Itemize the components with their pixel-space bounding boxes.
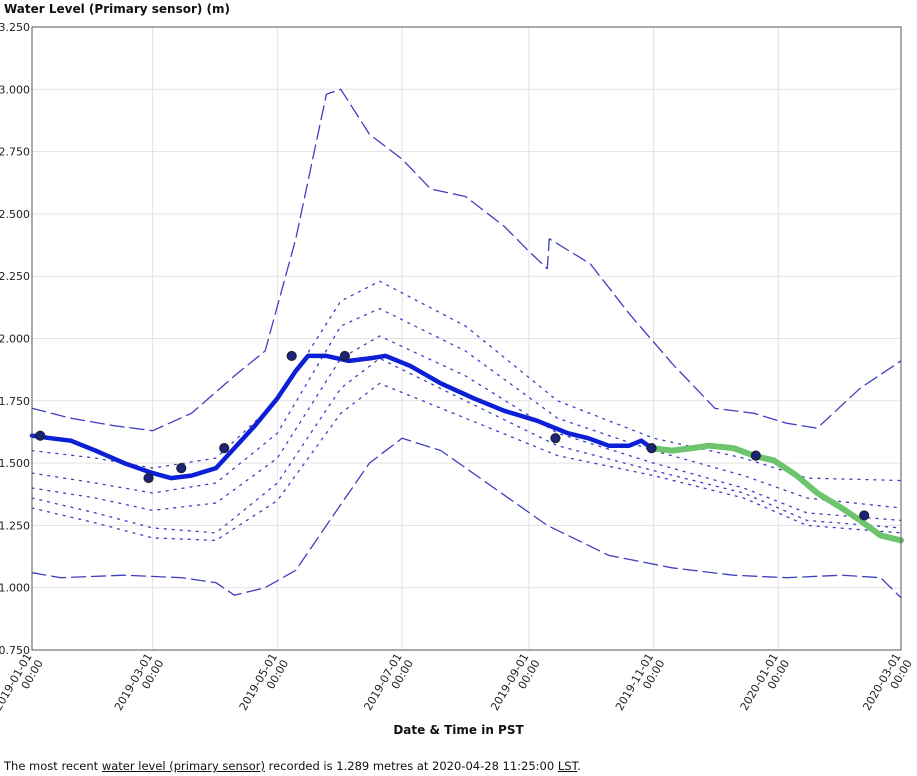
percentile-band-line bbox=[31, 382, 902, 542]
lst-link[interactable]: LST bbox=[557, 759, 578, 773]
observation-point bbox=[646, 443, 657, 454]
observation-point bbox=[550, 433, 561, 444]
grid-lines bbox=[31, 26, 902, 651]
water-level-line bbox=[29, 353, 654, 481]
footnote-middle: recorded is 1.289 metres at 2020-04-28 1… bbox=[265, 759, 558, 773]
y-tick-label: 3.250 bbox=[0, 21, 30, 34]
y-tick-labels: 0.750 1.000 1.250 1.500 1.750 2.000 2.250 2.500… bbox=[0, 21, 30, 657]
extreme-band-line bbox=[31, 88, 902, 432]
observation-point bbox=[286, 350, 297, 362]
footnote-suffix: . bbox=[577, 759, 581, 773]
percentile-band-line bbox=[31, 307, 902, 509]
y-axis-label: Water Level (Primary sensor) (m) bbox=[4, 2, 231, 16]
current-water-level-line bbox=[648, 442, 904, 544]
y-tick-label: 2.250 bbox=[0, 270, 30, 283]
y-tick-label: 0.750 bbox=[0, 644, 30, 657]
observation-point bbox=[750, 450, 761, 461]
y-tick-label: 2.500 bbox=[0, 208, 30, 221]
footnote: The most recent water level (primary sen… bbox=[4, 759, 581, 773]
observation-point bbox=[176, 462, 187, 474]
water-level-link[interactable]: water level (primary sensor) bbox=[101, 759, 266, 773]
extreme-band-line bbox=[31, 437, 902, 599]
y-tick-label: 2.750 bbox=[0, 146, 30, 159]
y-tick-label: 1.500 bbox=[0, 457, 30, 470]
observation-point bbox=[339, 350, 350, 362]
y-tick-label: 3.000 bbox=[0, 83, 30, 96]
observation-point bbox=[859, 510, 870, 521]
water-level-chart: 0.750 1.000 1.250 1.500 1.750 2.000 2.250 2.500… bbox=[0, 21, 915, 713]
y-tick-label: 1.000 bbox=[0, 582, 30, 595]
footnote-prefix: The most recent bbox=[4, 759, 102, 773]
y-tick-label: 1.750 bbox=[0, 395, 30, 408]
percentile-band-line bbox=[31, 335, 902, 522]
x-axis-label: Date & Time in PST bbox=[393, 723, 524, 737]
observation-point bbox=[143, 472, 154, 484]
percentile-band-line bbox=[31, 357, 902, 534]
plot-frame bbox=[31, 26, 902, 651]
y-tick-label: 2.000 bbox=[0, 333, 30, 346]
observation-point bbox=[35, 430, 46, 441]
percentile-band-line bbox=[31, 280, 902, 482]
y-tick-label: 1.250 bbox=[0, 519, 30, 532]
observation-point bbox=[219, 443, 230, 454]
series-layer bbox=[29, 88, 904, 599]
